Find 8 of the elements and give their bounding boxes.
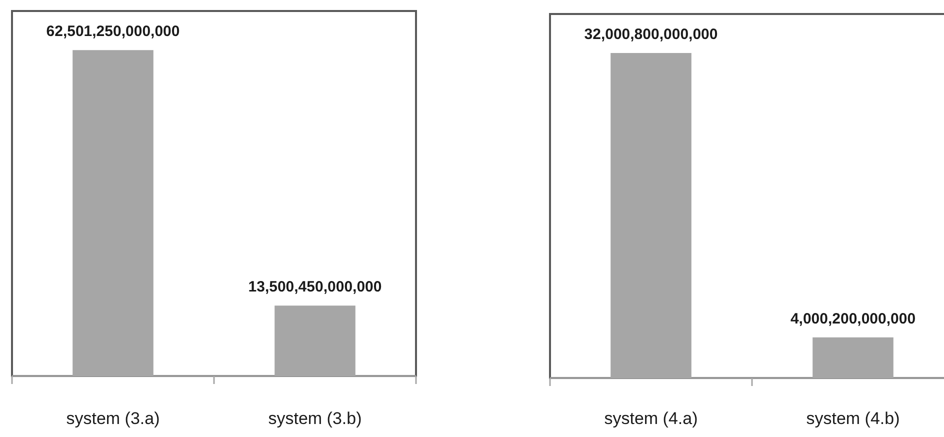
data-label: 62,501,250,000,000	[46, 23, 180, 40]
x-tick-label: system (3.a)	[66, 409, 160, 428]
data-label: 32,000,800,000,000	[584, 26, 718, 43]
x-tick-label: system (4.b)	[806, 409, 900, 428]
x-tick-label: system (4.a)	[604, 409, 698, 428]
data-label: 13,500,450,000,000	[248, 278, 382, 296]
x-tick-label: system (3.b)	[268, 409, 362, 428]
data-label: 4,000,200,000,000	[790, 310, 916, 328]
